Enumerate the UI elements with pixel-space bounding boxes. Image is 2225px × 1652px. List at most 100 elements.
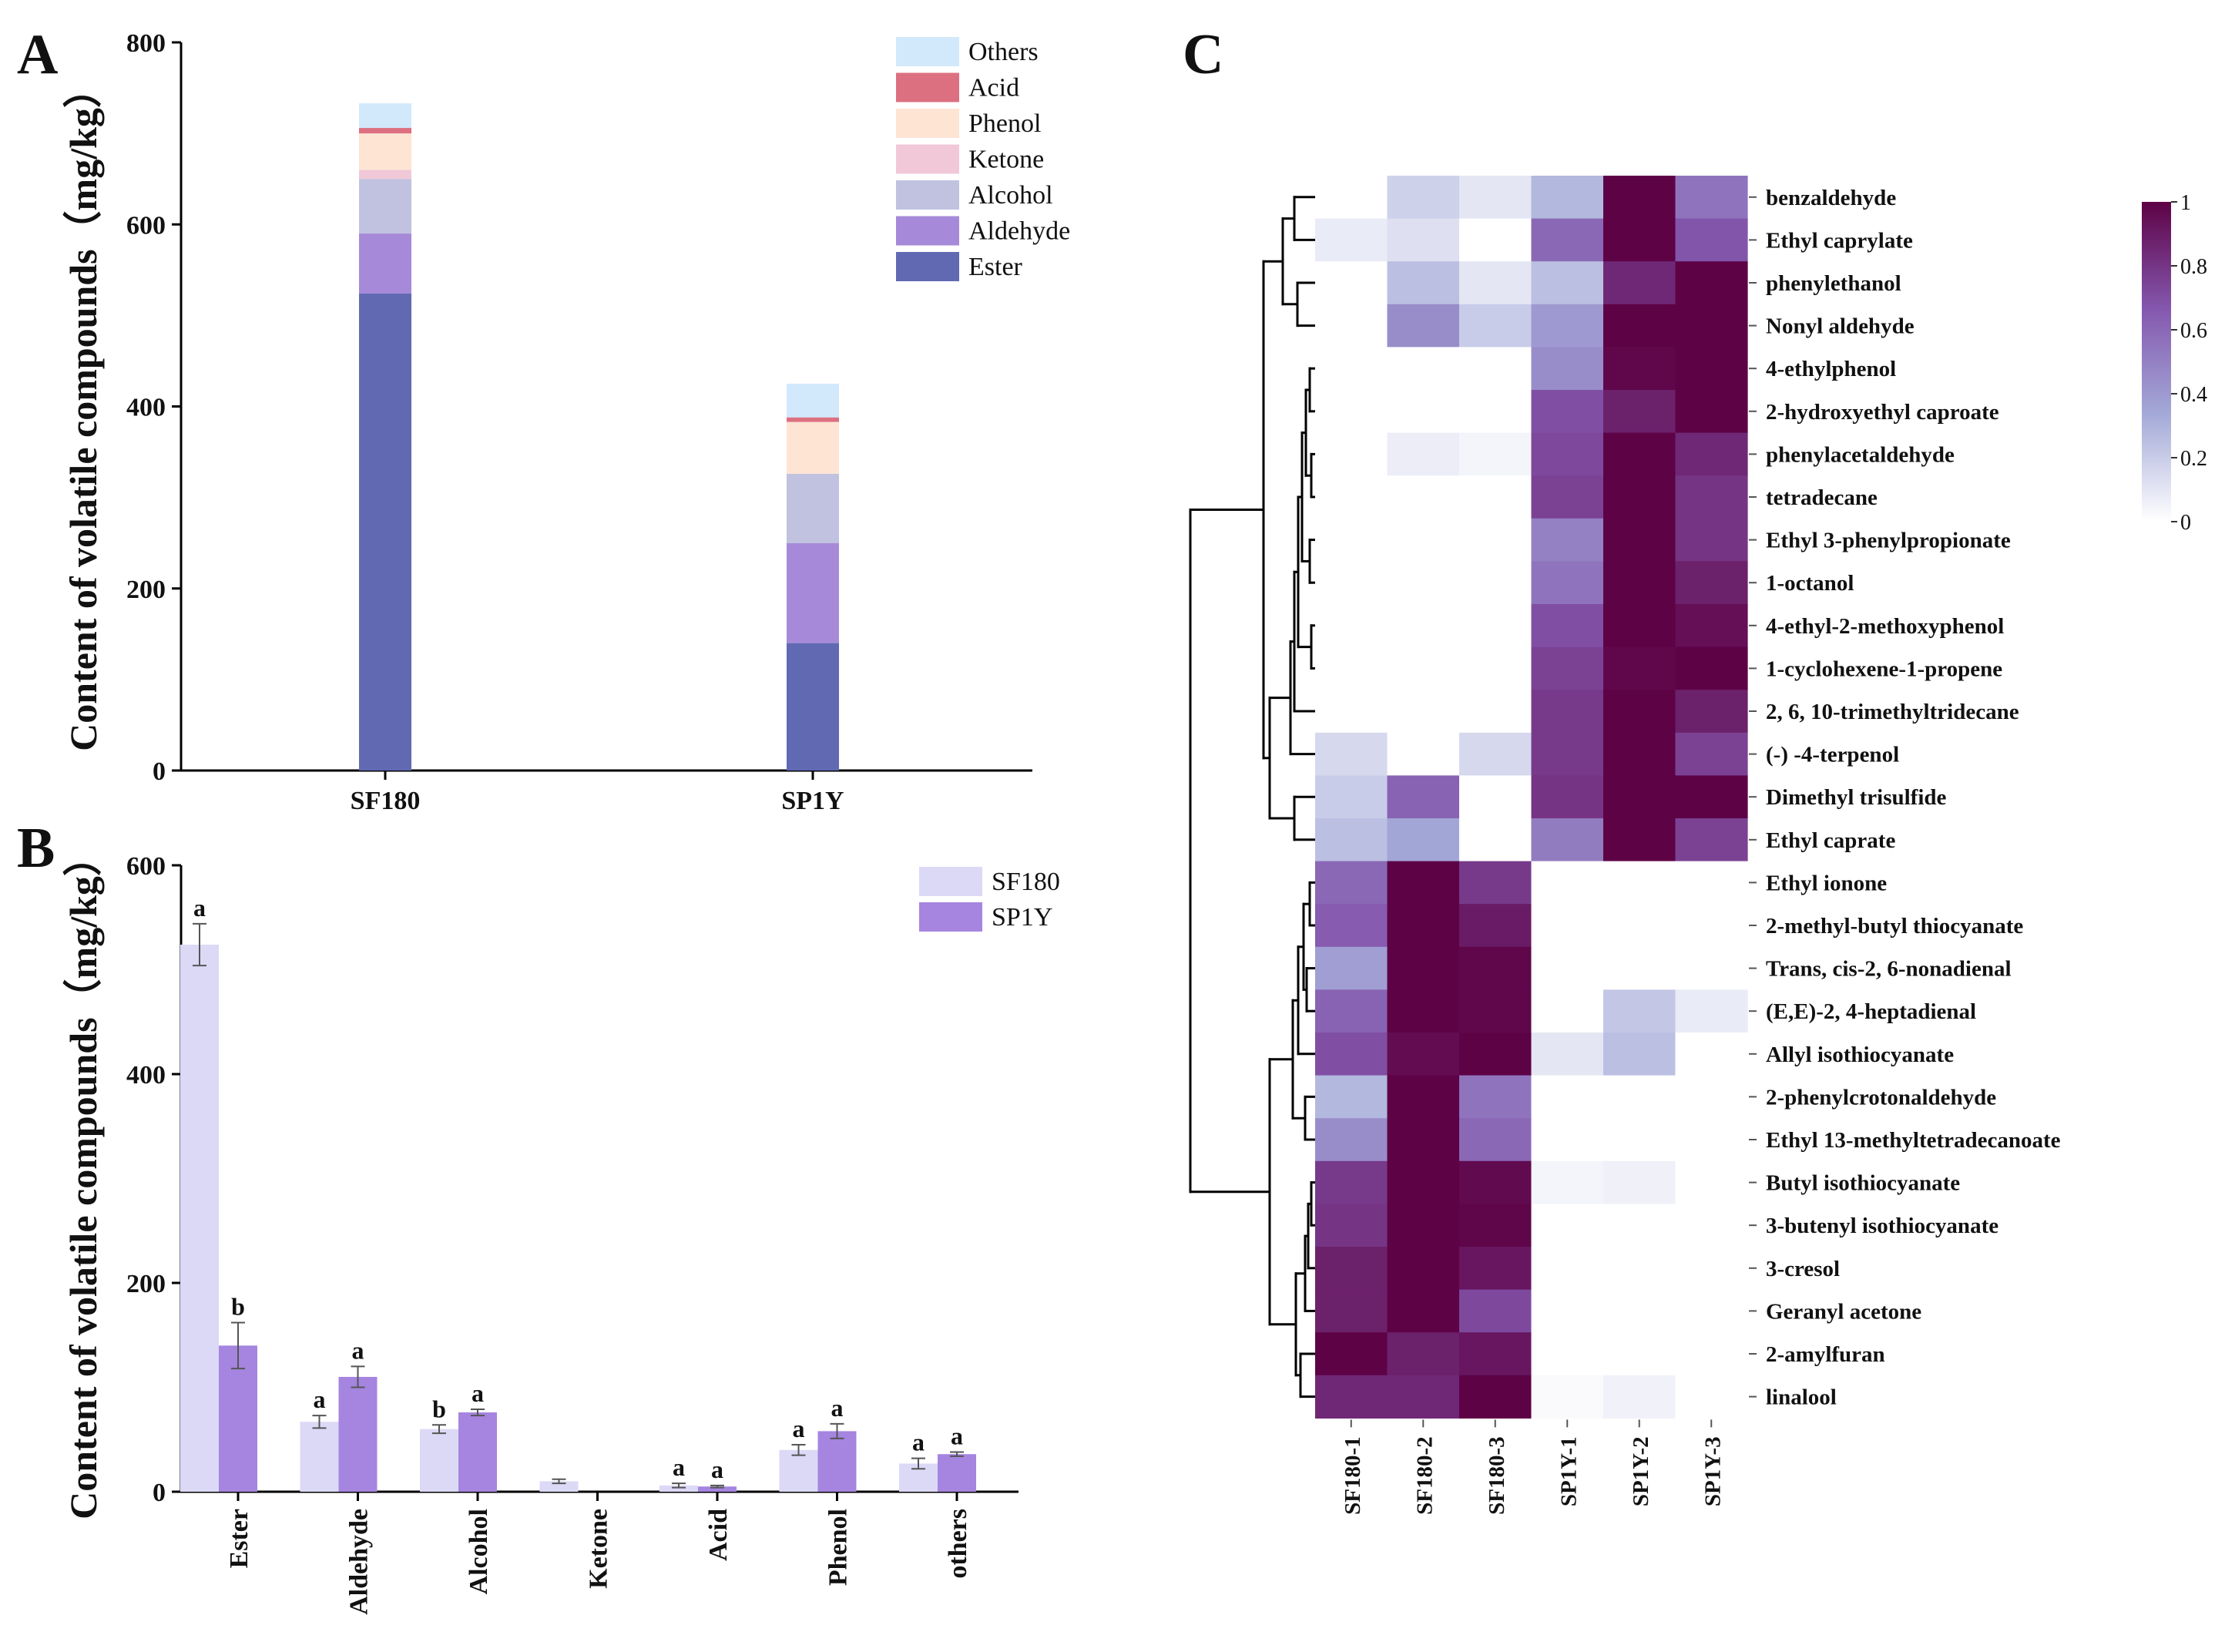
b-x-tick-label-acid: Acid <box>704 1509 733 1561</box>
a-y-tick-label: 400 <box>126 394 166 422</box>
b-y-tick-label: 600 <box>126 852 166 881</box>
heatmap-cell-4-terpenol-sf180-3 <box>1459 732 1532 776</box>
heatmap-cell-ethyl-13-methyltetradecanoate-sp1y-1 <box>1531 1118 1604 1162</box>
c-row-label-butyl-isothiocyanate: Butyl isothiocyanate <box>1766 1171 1960 1196</box>
heatmap-cell-2-6-10-trimethyltridecane-sp1y-1 <box>1531 690 1604 734</box>
heatmap-cell-ethyl-3-phenylpropionate-sf180-3 <box>1459 518 1532 562</box>
heatmap-cell-1-octanol-sf180-2 <box>1387 561 1460 605</box>
a-legend-label-aldehyde: Aldehyde <box>968 217 1070 246</box>
heatmap-cell-4-terpenol-sf180-2 <box>1387 732 1460 776</box>
heatmap-cell-1-cyclohexene-1-propene-sf180-2 <box>1387 646 1460 690</box>
panel-a-bars <box>359 103 839 771</box>
heatmap-cell-2-phenylcrotonaldehyde-sp1y-3 <box>1675 1075 1748 1119</box>
b-significance-letter: b <box>432 1395 446 1422</box>
heatmap-cell-ethyl-13-methyltetradecanoate-sp1y-3 <box>1675 1118 1748 1162</box>
heatmap-cell-geranyl-acetone-sp1y-3 <box>1675 1289 1748 1333</box>
heatmap-cell-2-phenylcrotonaldehyde-sp1y-1 <box>1531 1075 1604 1119</box>
heatmap-cell-phenylacetaldehyde-sp1y-2 <box>1603 432 1676 476</box>
heatmap-cell-ethyl-caprylate-sf180-1 <box>1315 218 1388 262</box>
heatmap-cell-benzaldehyde-sp1y-3 <box>1675 176 1748 220</box>
heatmap-cell-4-ethylphenol-sf180-2 <box>1387 347 1460 391</box>
colorbar-tick-label: 1 <box>2180 191 2191 215</box>
heatmap-cell-phenylethanol-sf180-3 <box>1459 261 1532 305</box>
heatmap-cell-e-e-2-4-heptadienal-sf180-2 <box>1387 989 1460 1033</box>
c-col-label-sf180-3: SF180-3 <box>1485 1436 1509 1515</box>
heatmap-cell-2-hydroxyethyl-caproate-sp1y-1 <box>1531 390 1604 434</box>
heatmap-cell-2-methyl-butyl-thiocyanate-sf180-3 <box>1459 904 1532 948</box>
heatmap-cell-phenylethanol-sf180-2 <box>1387 261 1460 305</box>
heatmap-cell-1-octanol-sp1y-1 <box>1531 561 1604 605</box>
heatmap-cell-trans-cis-2-6-nonadienal-sf180-2 <box>1387 946 1460 990</box>
c-row-label-2-phenylcrotonaldehyde: 2-phenylcrotonaldehyde <box>1766 1085 1996 1110</box>
heatmap-cell-2-methyl-butyl-thiocyanate-sp1y-1 <box>1531 904 1604 948</box>
a-bar-segment-sf180-acid <box>359 128 411 134</box>
heatmap-cell-butyl-isothiocyanate-sf180-2 <box>1387 1160 1460 1204</box>
heatmap-cell-trans-cis-2-6-nonadienal-sf180-3 <box>1459 946 1532 990</box>
heatmap-cell-1-octanol-sf180-3 <box>1459 561 1532 605</box>
heatmap-cell-ethyl-caprylate-sf180-2 <box>1387 218 1460 262</box>
c-row-label-2-methyl-butyl-thiocyanate: 2-methyl-butyl thiocyanate <box>1766 914 2023 938</box>
c-row-label-4-ethylphenol: 4-ethylphenol <box>1766 357 1896 381</box>
heatmap-cell-2-phenylcrotonaldehyde-sf180-3 <box>1459 1075 1532 1119</box>
b-x-tick-label-ketone: Ketone <box>585 1509 613 1589</box>
heatmap-cell-4-ethylphenol-sp1y-2 <box>1603 347 1676 391</box>
heatmap-cell-4-ethyl-2-methoxyphenol-sf180-3 <box>1459 604 1532 648</box>
heatmap-cell-dimethyl-trisulfide-sp1y-3 <box>1675 775 1748 819</box>
c-row-label-1-octanol: 1-octanol <box>1766 571 1854 596</box>
heatmap-cell-2-amylfuran-sf180-3 <box>1459 1332 1532 1376</box>
a-legend-label-ketone: Ketone <box>968 146 1044 174</box>
heatmap-cell-phenylethanol-sp1y-1 <box>1531 261 1604 305</box>
heatmap-cell-1-octanol-sp1y-3 <box>1675 561 1748 605</box>
heatmap-cell-2-phenylcrotonaldehyde-sf180-2 <box>1387 1075 1460 1119</box>
heatmap-cell-ethyl-3-phenylpropionate-sf180-1 <box>1315 518 1388 562</box>
heatmap-cell-3-cresol-sp1y-3 <box>1675 1247 1748 1291</box>
heatmap-cell-tetradecane-sp1y-2 <box>1603 475 1676 519</box>
heatmap-cell-allyl-isothiocyanate-sf180-1 <box>1315 1032 1388 1076</box>
heatmap-cell-ethyl-3-phenylpropionate-sp1y-2 <box>1603 518 1676 562</box>
a-legend-label-phenol: Phenol <box>968 109 1041 138</box>
heatmap-cell-2-6-10-trimethyltridecane-sf180-2 <box>1387 690 1460 734</box>
heatmap-cell-phenylacetaldehyde-sf180-2 <box>1387 432 1460 476</box>
panel-a-stacked-bar-chart: A Content of volatile compounds（mg/kg） 0… <box>17 23 1070 815</box>
heatmap-cell-butyl-isothiocyanate-sp1y-3 <box>1675 1160 1748 1204</box>
heatmap-cell-benzaldehyde-sf180-1 <box>1315 176 1388 220</box>
heatmap-cell-ethyl-ionone-sf180-2 <box>1387 861 1460 905</box>
heatmap-cell-1-cyclohexene-1-propene-sp1y-3 <box>1675 646 1748 690</box>
a-legend-label-ester: Ester <box>968 253 1023 281</box>
heatmap-cell-e-e-2-4-heptadienal-sp1y-3 <box>1675 989 1748 1033</box>
c-col-label-sp1y-3: SP1Y-3 <box>1700 1436 1725 1506</box>
a-legend-swatch-others <box>896 37 959 66</box>
b-significance-letter: a <box>711 1456 723 1483</box>
heatmap-cell-linalool-sp1y-1 <box>1531 1375 1604 1419</box>
c-row-label-phenylacetaldehyde: phenylacetaldehyde <box>1766 442 1955 467</box>
heatmap-cell-e-e-2-4-heptadienal-sp1y-2 <box>1603 989 1676 1033</box>
heatmap-cell-4-ethylphenol-sf180-3 <box>1459 347 1532 391</box>
heatmap-cell-tetradecane-sf180-2 <box>1387 475 1460 519</box>
b-x-tick-label-ester: Ester <box>225 1509 253 1568</box>
heatmap-cell-ethyl-caprylate-sf180-3 <box>1459 218 1532 262</box>
c-row-label-tetradecane: tetradecane <box>1766 485 1878 510</box>
c-row-label-3-cresol: 3-cresol <box>1766 1257 1840 1281</box>
heatmap-cell-benzaldehyde-sp1y-1 <box>1531 176 1604 220</box>
heatmap-cell-4-ethylphenol-sp1y-3 <box>1675 347 1748 391</box>
heatmap-cell-3-cresol-sf180-2 <box>1387 1247 1460 1291</box>
c-row-label-2-6-10-trimethyltridecane: 2, 6, 10-trimethyltridecane <box>1766 700 2019 724</box>
heatmap-cell-ethyl-caprate-sf180-1 <box>1315 818 1388 862</box>
heatmap-cell-ethyl-3-phenylpropionate-sf180-2 <box>1387 518 1460 562</box>
heatmap-cell-4-ethyl-2-methoxyphenol-sp1y-2 <box>1603 604 1676 648</box>
c-row-label-4-terpenol: (-) -4-terpenol <box>1766 743 1899 767</box>
heatmap-cell-2-6-10-trimethyltridecane-sf180-1 <box>1315 690 1388 734</box>
heatmap-cell-2-6-10-trimethyltridecane-sf180-3 <box>1459 690 1532 734</box>
heatmap-cell-2-methyl-butyl-thiocyanate-sf180-2 <box>1387 904 1460 948</box>
heatmap-cell-4-terpenol-sp1y-1 <box>1531 732 1604 776</box>
c-col-label-sp1y-2: SP1Y-2 <box>1629 1436 1653 1506</box>
c-col-label-sf180-2: SF180-2 <box>1412 1436 1437 1515</box>
b-legend-swatch-sf180 <box>919 867 982 896</box>
heatmap-cell-2-methyl-butyl-thiocyanate-sp1y-2 <box>1603 904 1676 948</box>
heatmap-cell-ethyl-ionone-sp1y-1 <box>1531 861 1604 905</box>
b-legend-swatch-sp1y <box>919 902 982 932</box>
heatmap-cell-butyl-isothiocyanate-sp1y-1 <box>1531 1160 1604 1204</box>
heatmap-cell-2-hydroxyethyl-caproate-sf180-3 <box>1459 390 1532 434</box>
panel-a-axes: 0 200 400 600 800 SF180 SP1Y <box>126 29 1032 815</box>
panel-b-y-axis-title: Content of volatile compounds（mg/kg） <box>62 838 105 1519</box>
